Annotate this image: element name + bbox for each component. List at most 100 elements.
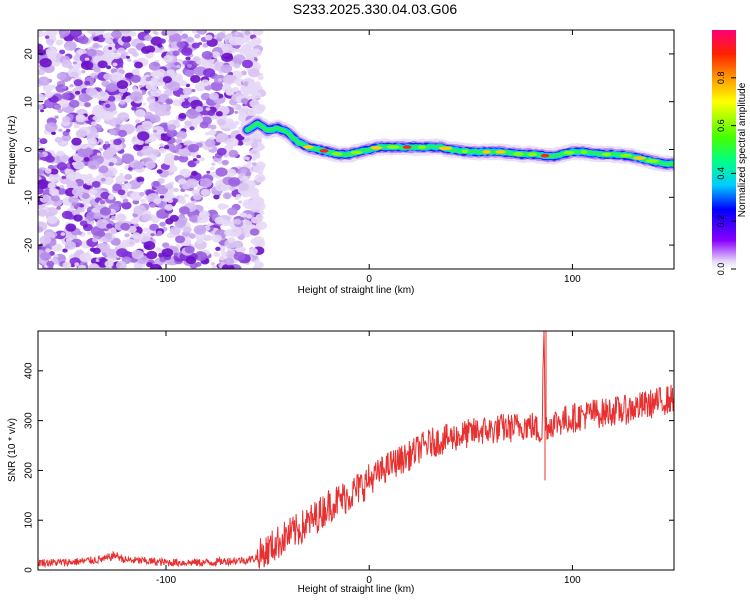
noise-blob (142, 227, 149, 232)
noise-blob (68, 99, 80, 108)
noise-blob (148, 102, 162, 112)
noise-blob (228, 185, 236, 191)
noise-blob (95, 259, 100, 263)
noise-blob (62, 248, 68, 253)
noise-blob (145, 76, 152, 82)
noise-blob (201, 50, 213, 60)
noise-blob (186, 36, 194, 43)
noise-blob (150, 216, 160, 223)
noise-blob (86, 48, 97, 57)
noise-blob (221, 219, 230, 227)
noise-blob (47, 182, 56, 189)
noise-blob (169, 226, 181, 235)
noise-blob (233, 251, 246, 261)
noise-blob (185, 56, 191, 61)
noise-blob (252, 236, 265, 246)
noise-blob (251, 157, 257, 161)
noise-blob (207, 110, 216, 116)
noise-blob (157, 43, 163, 48)
noise-blob (150, 70, 159, 78)
noise-blob (129, 91, 143, 102)
noise-blob (199, 121, 209, 129)
noise-blob (104, 140, 110, 145)
noise-blob (210, 81, 224, 92)
snr-x-label: Height of straight line (km) (298, 584, 415, 595)
noise-blob (233, 86, 239, 92)
noise-blob (167, 198, 174, 204)
noise-blob (136, 125, 146, 132)
colorbar-ticks: 0.0 0.2 0.4 0.6 0.8 (716, 72, 736, 276)
noise-blob (184, 69, 195, 77)
noise-blob (116, 80, 129, 90)
noise-blob (155, 247, 162, 252)
noise-blob (122, 30, 131, 35)
noise-blob (95, 30, 105, 35)
noise-blob (66, 181, 78, 190)
ridge-peak (438, 146, 453, 151)
noise-blob (140, 198, 146, 203)
noise-blob (211, 234, 222, 243)
noise-blob (40, 252, 52, 261)
noise-blob (71, 162, 77, 166)
snr-y-label: SNR (10 * v/v) (7, 418, 18, 482)
noise-blob (155, 184, 169, 195)
noise-blob (161, 242, 170, 249)
noise-blob (196, 30, 207, 35)
noise-blob (129, 241, 134, 245)
colorbar-tick-label: 0.0 (716, 263, 726, 276)
noise-blob (177, 178, 187, 185)
noise-blob (74, 262, 80, 267)
noise-blob (178, 80, 187, 87)
noise-blob (110, 229, 116, 234)
noise-blob (119, 100, 126, 105)
noise-blob (144, 140, 149, 144)
noise-blob (112, 53, 121, 60)
noise-blob (51, 243, 63, 252)
noise-blob (42, 84, 54, 93)
noise-blob (96, 152, 101, 156)
noise-blob (83, 157, 90, 162)
noise-blob (38, 68, 46, 76)
noise-blob (249, 87, 256, 93)
noise-blob (190, 74, 201, 84)
noise-blob (45, 155, 55, 163)
noise-blob (144, 34, 153, 42)
noise-blob (51, 195, 60, 202)
noise-blob (215, 246, 221, 251)
noise-blob (98, 147, 104, 152)
noise-blob (210, 115, 216, 120)
noise-blob (184, 120, 192, 127)
noise-blob (241, 247, 246, 251)
noise-blob (189, 215, 199, 223)
noise-blob (178, 148, 190, 157)
noise-blob (166, 232, 174, 239)
noise-blob (111, 235, 116, 239)
noise-blob (59, 185, 65, 189)
noise-blob (233, 63, 241, 69)
noise-blob (216, 147, 227, 156)
noise-blob (79, 203, 85, 208)
colorbar: 0.0 0.2 0.4 0.6 0.8 Normalized spectral ampl… (712, 30, 748, 275)
noise-blob (59, 34, 65, 39)
noise-blob (178, 154, 189, 163)
noise-blob (91, 180, 101, 188)
ridge-peak (417, 145, 426, 149)
noise-blob (157, 266, 163, 269)
noise-blob (142, 102, 147, 106)
snr-y-tick-label: 100 (24, 511, 35, 528)
noise-blob (192, 193, 202, 201)
noise-blob (158, 38, 166, 44)
noise-blob (141, 46, 151, 54)
noise-blob (204, 84, 212, 91)
snr-x-tick-label: 0 (366, 575, 372, 586)
noise-blob (117, 189, 126, 196)
noise-blob (238, 107, 251, 117)
noise-blob (177, 136, 183, 141)
noise-blob (65, 46, 70, 51)
noise-blob (181, 47, 193, 56)
noise-blob (252, 92, 262, 99)
noise-blob (115, 76, 121, 81)
noise-blob (130, 218, 139, 225)
noise-blob (247, 81, 255, 87)
noise-blob (102, 176, 114, 185)
